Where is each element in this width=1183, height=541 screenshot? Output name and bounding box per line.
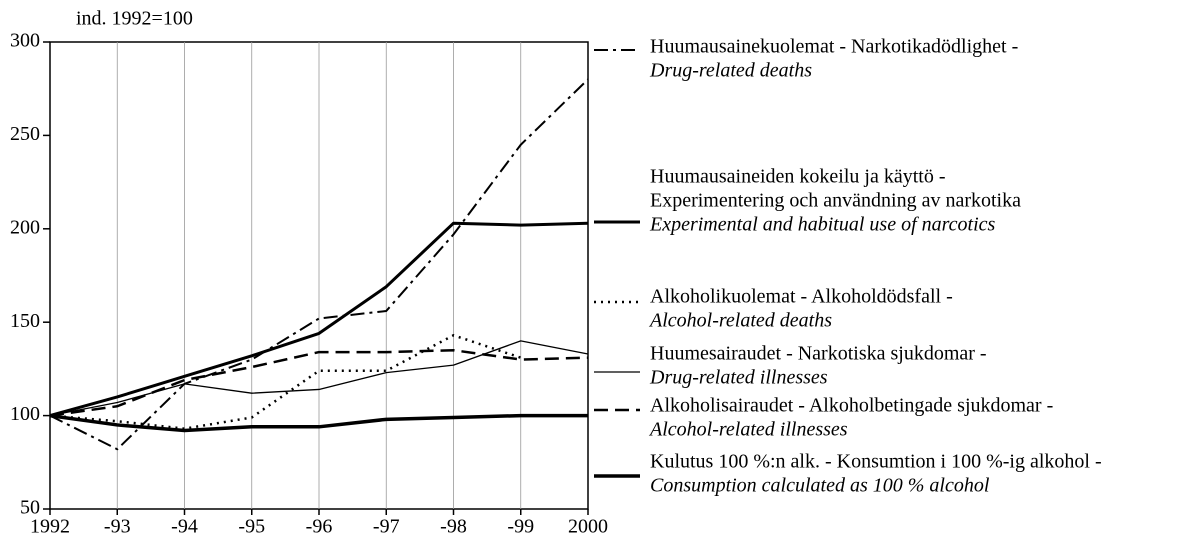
legend-label: Huumausainekuolemat - Narkotikadödlighet… <box>650 36 1018 58</box>
legend-label-english: Alcohol-related deaths <box>648 310 832 332</box>
y-tick-label: 300 <box>10 30 40 52</box>
legend-label: Alkoholikuolemat - Alkoholdödsfall - <box>650 286 953 308</box>
y-tick-label: 50 <box>20 497 40 519</box>
x-tick-label: -96 <box>306 516 333 538</box>
legend-label-english: Alcohol-related illnesses <box>648 419 848 441</box>
x-tick-label: 2000 <box>568 516 608 538</box>
legend-label-english: Drug-related illnesses <box>649 367 828 389</box>
y-tick-label: 250 <box>10 123 40 145</box>
x-tick-label: -95 <box>238 516 265 538</box>
series-line <box>49 334 522 430</box>
legend-label: Experimentering och användning av narkot… <box>650 190 1021 212</box>
y-tick-label: 200 <box>10 216 40 238</box>
x-tick-label: -93 <box>104 516 131 538</box>
x-tick-label: 1992 <box>30 516 70 538</box>
series-line <box>49 413 588 433</box>
x-tick-label: -94 <box>171 516 198 538</box>
legend-label: Alkoholisairaudet - Alkoholbetingade sju… <box>650 395 1053 417</box>
series-line <box>49 348 589 417</box>
x-tick-label: -97 <box>373 516 400 538</box>
y-axis-label: ind. 1992=100 <box>76 8 193 30</box>
x-tick-label: -99 <box>507 516 534 538</box>
legend-label-english: Consumption calculated as 100 % alcohol <box>650 475 990 497</box>
series-line <box>49 221 589 418</box>
y-tick-label: 150 <box>10 310 40 332</box>
x-tick-label: -98 <box>440 516 467 538</box>
legend-label-english: Experimental and habitual use of narcoti… <box>649 214 996 236</box>
y-tick-label: 100 <box>10 403 40 425</box>
legend-label-english: Drug-related deaths <box>649 60 812 82</box>
legend-label: Huumesairaudet - Narkotiska sjukdomar - <box>650 343 987 365</box>
legend-label: Huumausaineiden kokeilu ja käyttö - <box>650 166 945 188</box>
legend-label: Kulutus 100 %:n alk. - Konsumtion i 100 … <box>650 451 1102 473</box>
